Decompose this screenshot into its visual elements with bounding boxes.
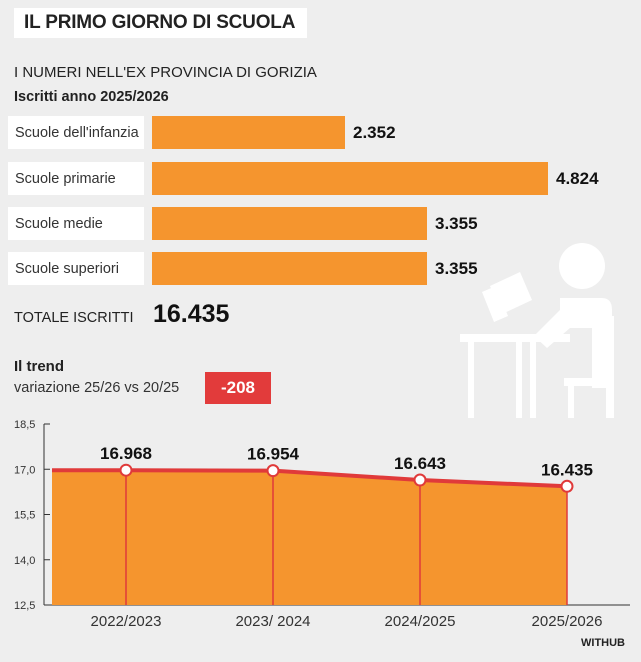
bar-label: Scuole primarie — [8, 162, 144, 195]
credit-label: WITHUB — [581, 637, 625, 649]
data-label: 16.435 — [541, 460, 593, 479]
x-tick-label: 2024/2025 — [385, 613, 456, 630]
bar-label: Scuole medie — [8, 207, 144, 240]
y-tick-label: 12,5 — [14, 600, 35, 612]
bar-row-primarie: Scuole primarie 4.824 — [8, 162, 633, 195]
x-tick-label: 2025/2026 — [532, 613, 603, 630]
total-value: 16.435 — [153, 300, 230, 328]
trend-subtitle: variazione 25/26 vs 20/25 — [14, 380, 180, 396]
data-point — [119, 463, 133, 477]
bar-label: Scuole dell'infanzia — [8, 116, 144, 149]
bar — [152, 116, 345, 149]
data-point — [560, 479, 574, 493]
y-tick-label: 17,0 — [14, 464, 35, 476]
variation-badge: -208 — [205, 372, 271, 404]
data-label: 16.643 — [394, 454, 446, 473]
bar-row-medie: Scuole medie 3.355 — [8, 207, 633, 240]
y-tick-label: 18,5 — [14, 419, 35, 431]
page-title: IL PRIMO GIORNO DI SCUOLA — [14, 8, 308, 38]
y-tick-label: 14,0 — [14, 555, 35, 567]
x-tick-label: 2023/ 2024 — [235, 613, 310, 630]
bar-row-superiori: Scuole superiori 3.355 — [8, 252, 633, 285]
bar-value: 3.355 — [435, 213, 478, 233]
bar-row-infanzia: Scuole dell'infanzia 2.352 — [8, 116, 633, 149]
page-subtitle: I NUMERI NELL'EX PROVINCIA DI GORIZIA — [14, 64, 317, 81]
bar — [152, 207, 427, 240]
data-label: 16.954 — [247, 445, 300, 464]
x-tick-label: 2022/2023 — [91, 613, 162, 630]
bar — [152, 162, 548, 195]
bar-value: 4.824 — [556, 168, 599, 188]
bar-label: Scuole superiori — [8, 252, 144, 285]
bar — [152, 252, 427, 285]
bar-value: 3.355 — [435, 258, 478, 278]
section-label: Iscritti anno 2025/2026 — [14, 89, 169, 105]
data-label: 16.968 — [100, 444, 152, 463]
y-tick-label: 15,5 — [14, 510, 35, 522]
bar-value: 2.352 — [353, 122, 396, 142]
student-reading-icon — [460, 243, 614, 418]
data-point — [266, 464, 280, 478]
total-label: TOTALE ISCRITTI — [14, 310, 134, 326]
series-area — [52, 470, 567, 605]
data-point — [413, 473, 427, 487]
trend-title: Il trend — [14, 358, 65, 375]
